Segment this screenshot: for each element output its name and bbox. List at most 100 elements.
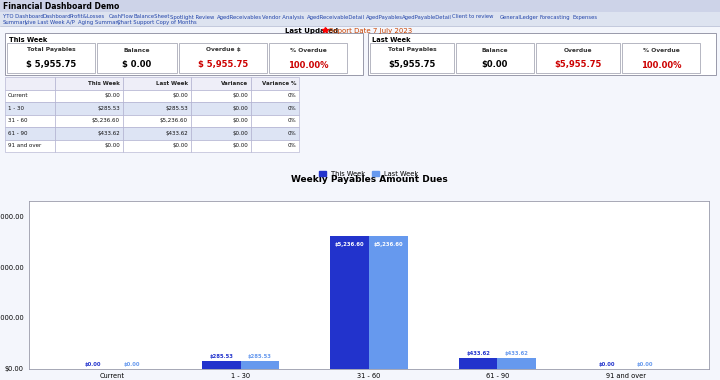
Bar [179, 43, 267, 73]
Text: 91 and over: 91 and over [8, 143, 41, 148]
Text: $0.00: $0.00 [172, 93, 188, 98]
Text: $0.00: $0.00 [85, 362, 102, 367]
Text: 0%: 0% [287, 93, 296, 98]
Bar [369, 236, 408, 369]
Text: Last Updated: Last Updated [285, 28, 338, 34]
Text: $0.00: $0.00 [598, 362, 615, 367]
Bar [123, 102, 191, 114]
Bar [251, 114, 299, 127]
Text: AgedPayableDetail: AgedPayableDetail [402, 14, 452, 19]
Text: $285.53: $285.53 [97, 106, 120, 111]
Bar [5, 114, 55, 127]
Title: Weekly Payables Amount Dues: Weekly Payables Amount Dues [291, 175, 447, 184]
Bar [123, 127, 191, 139]
Bar [498, 358, 536, 369]
Text: Variance %: Variance % [261, 81, 296, 86]
Text: 1 - 30: 1 - 30 [8, 106, 24, 111]
Text: $5,236.60: $5,236.60 [374, 242, 403, 247]
Bar [0, 0, 720, 12]
Text: $433.62: $433.62 [466, 351, 490, 356]
Text: Dashboard: Dashboard [42, 14, 71, 19]
Text: Chart Support: Chart Support [117, 20, 155, 25]
Text: 0%: 0% [287, 143, 296, 148]
Bar [370, 43, 454, 73]
Text: 0%: 0% [287, 131, 296, 136]
Text: $433.62: $433.62 [97, 131, 120, 136]
Text: Overdue $: Overdue $ [206, 48, 240, 52]
Bar [368, 33, 716, 75]
Bar [191, 114, 251, 127]
Bar [459, 358, 498, 369]
Bar [536, 43, 620, 73]
Bar [55, 90, 123, 102]
Text: 0%: 0% [287, 106, 296, 111]
Text: $5,955.75: $5,955.75 [554, 60, 602, 70]
Text: $5,236.60: $5,236.60 [92, 118, 120, 123]
Text: Total Payables: Total Payables [387, 48, 436, 52]
Text: This Week: This Week [88, 81, 120, 86]
Bar [97, 43, 177, 73]
Text: $285.53: $285.53 [248, 354, 272, 359]
Text: $ 5,955.75: $ 5,955.75 [198, 60, 248, 70]
Bar [269, 43, 347, 73]
Text: 31 - 60: 31 - 60 [8, 118, 27, 123]
Text: Live Last Week A/P: Live Last Week A/P [25, 20, 75, 25]
Bar [123, 90, 191, 102]
Bar [123, 77, 191, 90]
Text: GeneralLedger: GeneralLedger [500, 14, 539, 19]
Bar [55, 77, 123, 90]
Bar [123, 114, 191, 127]
Text: 100.00%: 100.00% [288, 60, 328, 70]
Text: $ 0.00: $ 0.00 [122, 60, 152, 70]
Text: Aging Summary: Aging Summary [78, 20, 121, 25]
Bar [55, 114, 123, 127]
Text: $0.00: $0.00 [104, 93, 120, 98]
Text: $0.00: $0.00 [233, 143, 248, 148]
Bar [456, 43, 534, 73]
Bar [191, 139, 251, 152]
Bar [251, 102, 299, 114]
Text: $5,236.60: $5,236.60 [335, 242, 364, 247]
Text: $433.62: $433.62 [505, 351, 528, 356]
Text: Spotlight Review: Spotlight Review [170, 14, 214, 19]
Text: This Week: This Week [9, 37, 48, 43]
Bar [5, 139, 55, 152]
Bar [5, 102, 55, 114]
Text: Total Payables: Total Payables [27, 48, 76, 52]
Bar [5, 127, 55, 139]
Text: Client to review: Client to review [452, 14, 494, 19]
Text: $0.00: $0.00 [104, 143, 120, 148]
Bar [251, 90, 299, 102]
Text: Balance: Balance [482, 48, 508, 52]
Bar [7, 43, 95, 73]
Bar [5, 77, 55, 90]
Text: YTO Dashboard: YTO Dashboard [3, 14, 44, 19]
Text: Profit&Losses: Profit&Losses [70, 14, 105, 19]
Bar [191, 90, 251, 102]
Text: $0.00: $0.00 [172, 143, 188, 148]
Bar [191, 127, 251, 139]
Text: $285.53: $285.53 [166, 106, 188, 111]
Text: Expenses: Expenses [572, 14, 598, 19]
Legend: This Week, Last Week: This Week, Last Week [317, 168, 421, 179]
Text: $0.00: $0.00 [123, 362, 140, 367]
Text: $0.00: $0.00 [482, 60, 508, 70]
Text: Balance: Balance [124, 48, 150, 52]
Text: AgedPayables: AgedPayables [366, 14, 403, 19]
Text: $433.62: $433.62 [166, 131, 188, 136]
Text: $5,236.60: $5,236.60 [160, 118, 188, 123]
Bar [55, 127, 123, 139]
Bar [202, 361, 240, 369]
Text: $0.00: $0.00 [636, 362, 653, 367]
Text: % Overdue: % Overdue [289, 48, 326, 52]
Bar [55, 102, 123, 114]
Text: Copy of Months: Copy of Months [156, 20, 197, 25]
Text: $0.00: $0.00 [233, 106, 248, 111]
Text: AgedReceivables: AgedReceivables [217, 14, 263, 19]
Text: $0.00: $0.00 [233, 131, 248, 136]
Text: 100.00%: 100.00% [641, 60, 681, 70]
Text: $ 5,955.75: $ 5,955.75 [26, 60, 76, 70]
Text: $285.53: $285.53 [210, 354, 233, 359]
Bar [55, 139, 123, 152]
Bar [622, 43, 700, 73]
